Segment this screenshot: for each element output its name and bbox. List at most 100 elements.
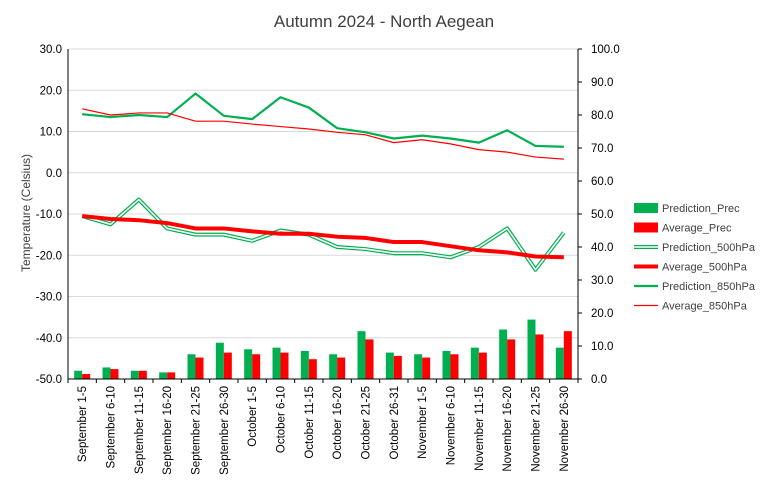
bar-Average_Prec [110,369,119,379]
x-tick-label: October 26-31 [389,386,401,460]
left-tick-label: 0.0 [46,168,62,180]
line-Average_500hPa [81,214,564,260]
bar-Average_Prec [365,339,374,379]
x-tick-label: October 16-20 [332,386,344,460]
x-tick-label: October 6-10 [276,386,288,453]
bar-Prediction_Prec [159,372,168,379]
x-tick-label: October 11-15 [304,386,316,459]
bar-Prediction_Prec [329,354,338,379]
bar-Prediction_Prec [555,347,564,379]
x-tick-label: September 6-10 [106,386,118,468]
bar-Average_Prec [223,352,232,379]
chart-title: Autumn 2024 - North Aegean [274,12,494,31]
bar-Prediction_Prec [442,350,451,379]
left-tick-label: -50.0 [36,374,62,386]
bar-Prediction_Prec [187,354,196,379]
x-tick-label: November 26-30 [559,386,571,472]
left-tick-label: 10.0 [40,127,62,139]
x-tick-label: November 16-20 [502,386,514,472]
bar-Prediction_Prec [102,367,111,379]
right-tick-label: 60.0 [591,176,613,188]
right-tick-label: 40.0 [591,242,613,254]
bar-Average_Prec [195,357,204,379]
bar-Average_Prec [535,334,544,379]
legend-item: Prediction_850hPa [634,281,756,293]
legend-label: Prediction_Prec [662,203,740,215]
left-tick-label: -40.0 [36,333,62,345]
legend-swatch [634,203,658,213]
left-tick-label: -30.0 [36,292,62,304]
right-tick-label: 100.0 [591,44,620,56]
x-tick-label: November 1-5 [417,386,429,459]
bar-Average_Prec [167,372,176,379]
bar-Average_Prec [138,370,147,379]
legend: Prediction_Prec Average_Prec Prediction_50… [634,203,756,313]
bar-Prediction_Prec [272,347,281,379]
legend-item: Prediction_500hPa [634,242,756,254]
bar-Prediction_Prec [470,347,479,379]
right-tick-label: 80.0 [591,110,613,122]
x-axis-ticks: September 1-5 September 6-10 September 11-… [67,379,579,475]
bar-Average_Prec [308,359,317,379]
bar-Prediction_Prec [385,352,394,379]
x-tick-label: October 1-5 [247,386,259,447]
legend-item: Average_Prec [634,222,732,235]
right-tick-label: 20.0 [591,308,613,320]
bar-Prediction_Prec [499,329,508,379]
line-Average_850hPa [82,108,564,160]
legend-item: Average_500hPa [634,262,748,274]
legend-label: Prediction_500hPa [662,242,756,254]
left-tick-label: -20.0 [36,250,62,262]
right-tick-label: 90.0 [591,77,613,89]
line-Prediction_850hPa [82,92,564,148]
legend-label: Average_Prec [662,223,732,235]
x-tick-label: October 21-25 [361,386,373,460]
bar-series [74,319,572,379]
bar-Average_Prec [252,354,261,379]
bar-Average_Prec [280,352,289,379]
right-tick-label: 70.0 [591,143,613,155]
bar-Prediction_Prec [215,342,224,379]
left-axis-ticks: 30.0 20.0 10.0 0.0 -10.0 -20.0 -30.0 -40.0 -50.0 [36,44,62,386]
bar-Prediction_Prec [130,370,139,379]
left-tick-label: 30.0 [40,44,62,56]
x-tick-label: November 21-25 [531,386,543,472]
line-series [81,92,566,272]
legend-item: Average_850hPa [634,301,748,313]
bar-Average_Prec [337,357,346,379]
bar-Prediction_Prec [300,350,309,379]
left-tick-label: -10.0 [36,209,62,221]
bar-Prediction_Prec [74,370,83,379]
x-tick-label: September 21-25 [191,386,203,475]
x-tick-label: September 11-15 [134,386,146,474]
bar-Average_Prec [82,374,91,379]
x-tick-label: September 26-30 [219,386,231,475]
right-axis-ticks: 100.0 90.0 80.0 70.0 60.0 50.0 40.0 30.0 20.0 10.… [578,44,620,386]
bar-Prediction_Prec [527,319,536,379]
bar-Prediction_Prec [357,331,366,379]
right-tick-label: 50.0 [591,209,613,221]
x-tick-label: November 6-10 [446,386,458,465]
legend-label: Average_500hPa [662,262,748,274]
legend-swatch [634,222,658,233]
bar-Average_Prec [478,352,487,379]
x-tick-label: September 16-20 [162,386,174,475]
bar-Average_Prec [450,354,459,379]
bar-Average_Prec [563,331,572,379]
legend-item: Prediction_Prec [634,203,740,215]
bar-Average_Prec [393,355,402,379]
right-tick-label: 10.0 [591,341,613,353]
bar-Prediction_Prec [414,354,423,379]
right-tick-label: 30.0 [591,275,613,287]
right-tick-label: 0.0 [591,374,607,386]
bar-Average_Prec [507,339,516,379]
bar-Average_Prec [422,357,431,379]
legend-label: Average_850hPa [662,301,748,313]
bar-Prediction_Prec [244,349,253,379]
legend-label: Prediction_850hPa [662,281,756,293]
x-tick-label: September 1-5 [77,386,89,462]
x-tick-label: November 11-15 [474,386,486,471]
left-tick-label: 20.0 [40,85,62,97]
